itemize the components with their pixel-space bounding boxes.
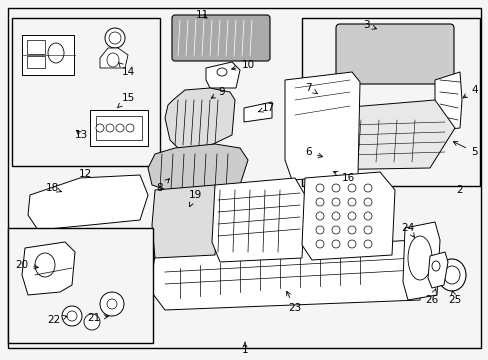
Text: 6: 6 xyxy=(305,147,322,157)
Polygon shape xyxy=(402,222,439,300)
Text: 4: 4 xyxy=(462,85,477,98)
Polygon shape xyxy=(244,102,271,122)
Polygon shape xyxy=(212,178,305,262)
Ellipse shape xyxy=(347,198,355,206)
Text: 1: 1 xyxy=(241,342,248,355)
Ellipse shape xyxy=(48,43,64,63)
Ellipse shape xyxy=(192,209,203,219)
Ellipse shape xyxy=(431,261,439,271)
Text: 16: 16 xyxy=(333,171,354,183)
Bar xyxy=(90,110,148,146)
Text: 8: 8 xyxy=(156,179,169,193)
Ellipse shape xyxy=(106,124,114,132)
Bar xyxy=(96,116,142,140)
Polygon shape xyxy=(150,240,424,310)
Polygon shape xyxy=(168,194,209,250)
Ellipse shape xyxy=(315,212,324,220)
FancyBboxPatch shape xyxy=(172,15,269,61)
Text: 19: 19 xyxy=(188,190,201,207)
Text: 23: 23 xyxy=(286,291,301,313)
Text: 18: 18 xyxy=(45,183,61,193)
Ellipse shape xyxy=(62,306,82,326)
Polygon shape xyxy=(427,252,447,288)
Ellipse shape xyxy=(331,184,339,192)
Text: 11: 11 xyxy=(195,10,208,20)
Ellipse shape xyxy=(363,226,371,234)
Text: 13: 13 xyxy=(75,130,88,140)
Polygon shape xyxy=(152,185,218,258)
Ellipse shape xyxy=(347,240,355,248)
Ellipse shape xyxy=(363,198,371,206)
Text: 10: 10 xyxy=(231,60,254,70)
Ellipse shape xyxy=(443,266,459,284)
Polygon shape xyxy=(205,62,240,88)
Polygon shape xyxy=(22,242,75,295)
Ellipse shape xyxy=(331,212,339,220)
Text: 5: 5 xyxy=(452,141,477,157)
Ellipse shape xyxy=(96,124,104,132)
Bar xyxy=(302,18,479,186)
Ellipse shape xyxy=(217,68,226,76)
Text: 2: 2 xyxy=(456,185,462,195)
Text: 9: 9 xyxy=(211,87,225,98)
Ellipse shape xyxy=(107,299,117,309)
Polygon shape xyxy=(148,144,247,195)
Text: 7: 7 xyxy=(305,83,317,94)
Polygon shape xyxy=(28,175,148,230)
Bar xyxy=(8,228,153,343)
Text: 22: 22 xyxy=(47,315,67,325)
Polygon shape xyxy=(302,172,394,260)
Text: 20: 20 xyxy=(15,260,38,270)
Ellipse shape xyxy=(363,240,371,248)
Bar xyxy=(27,40,45,54)
Ellipse shape xyxy=(116,124,124,132)
Bar xyxy=(12,18,160,166)
Text: 25: 25 xyxy=(447,291,461,305)
Ellipse shape xyxy=(347,184,355,192)
Ellipse shape xyxy=(325,154,346,170)
Ellipse shape xyxy=(35,253,55,277)
Text: 14: 14 xyxy=(118,62,134,77)
Ellipse shape xyxy=(347,226,355,234)
Text: 3: 3 xyxy=(362,20,376,30)
Bar xyxy=(22,35,74,75)
Ellipse shape xyxy=(407,236,431,280)
Ellipse shape xyxy=(67,311,77,321)
Text: 21: 21 xyxy=(86,313,108,323)
Ellipse shape xyxy=(315,240,324,248)
Text: 15: 15 xyxy=(117,93,134,108)
Ellipse shape xyxy=(100,292,124,316)
Ellipse shape xyxy=(107,53,119,67)
Ellipse shape xyxy=(363,184,371,192)
Text: 26: 26 xyxy=(425,289,438,305)
Polygon shape xyxy=(307,100,454,170)
Polygon shape xyxy=(313,146,355,178)
FancyBboxPatch shape xyxy=(335,24,453,84)
Ellipse shape xyxy=(437,259,465,291)
Text: 12: 12 xyxy=(78,169,91,179)
Ellipse shape xyxy=(363,212,371,220)
Polygon shape xyxy=(285,72,359,180)
Text: 17: 17 xyxy=(258,103,274,113)
Ellipse shape xyxy=(105,28,125,48)
Ellipse shape xyxy=(315,226,324,234)
Ellipse shape xyxy=(177,211,193,225)
Ellipse shape xyxy=(315,198,324,206)
Ellipse shape xyxy=(347,212,355,220)
Ellipse shape xyxy=(315,184,324,192)
Bar xyxy=(27,56,45,68)
Ellipse shape xyxy=(311,89,319,99)
Ellipse shape xyxy=(331,226,339,234)
Ellipse shape xyxy=(126,124,134,132)
Ellipse shape xyxy=(109,32,121,44)
Ellipse shape xyxy=(84,314,100,330)
Text: 24: 24 xyxy=(401,223,414,237)
Ellipse shape xyxy=(331,198,339,206)
Ellipse shape xyxy=(307,84,324,104)
Polygon shape xyxy=(100,48,128,68)
Polygon shape xyxy=(164,88,235,148)
Polygon shape xyxy=(434,72,461,130)
Ellipse shape xyxy=(331,240,339,248)
